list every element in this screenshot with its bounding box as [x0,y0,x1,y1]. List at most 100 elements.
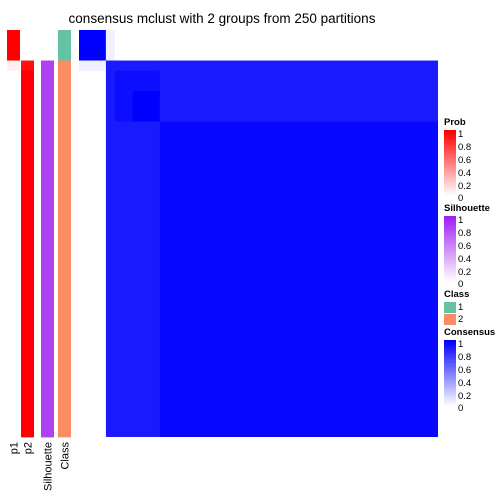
legend-gradient-cell [444,138,456,142]
annotation-cell-silhouette [41,182,54,194]
annotation-cell-silhouette [41,223,54,234]
legend-gradient-cell [444,183,456,187]
legend-gradient-cell [444,364,456,368]
annotation-cell-p2 [21,141,34,153]
annotation-cell-silhouette [41,213,54,224]
legend-title-class: Class [444,289,469,300]
annotation-cell-class [58,152,71,163]
legend-gradient-cell [444,256,456,259]
annotation-cell-p1 [7,304,20,316]
legend-gradient-cell [444,174,456,178]
annotation-cell-p1 [7,284,20,295]
annotation-cell-p2 [21,284,34,295]
legend-swatch-class-2 [444,314,456,325]
legend-gradient-cell [444,170,456,173]
legend-gradient-cell [444,348,456,352]
legend-gradient-cell [444,236,456,239]
annotation-cell-silhouette [41,101,54,112]
annotation-cell-p2 [21,70,34,82]
annotation-cell-silhouette [41,30,54,41]
annotation-cell-p1 [7,213,20,224]
annotation-cell-p1 [7,182,20,194]
annotation-cell-silhouette [41,416,54,428]
annotation-cell-class [58,365,71,377]
annotation-cell-p1 [7,91,20,102]
legend-gradient-cell [444,172,456,175]
annotation-cell-silhouette [41,40,54,51]
annotation-cell-p1 [7,294,20,306]
annotation-label-silhouette: Silhouette [43,442,55,491]
legend-tick-label: 0.4 [458,168,471,179]
legend-gradient-cell [444,391,456,394]
legend-tick-label: 0.2 [458,181,471,192]
annotation-cell-silhouette [41,284,54,295]
annotation-cell-p2 [21,314,34,326]
legend-gradient-cell [444,216,456,219]
legend-gradient-cell [444,353,456,356]
annotation-cell-class [58,233,71,245]
legend-gradient-cell [444,167,456,171]
legend-gradient-cell [444,231,456,235]
legend-tick-label: 0.4 [458,254,471,265]
annotation-cell-p2 [21,172,34,184]
annotation-cell-p2 [21,121,34,133]
legend-gradient-cell [444,404,456,408]
legend-tick-label: 0.6 [458,155,471,166]
annotation-cell-p2 [21,192,34,204]
annotation-cell-p1 [7,264,20,275]
legend-tick-label: 0.8 [458,352,471,363]
legend-gradient-cell [444,269,456,273]
annotation-cell-p2 [21,274,34,285]
annotation-cell-class [58,274,71,285]
annotation-cell-p2 [21,355,34,367]
annotation-cell-silhouette [41,426,54,438]
annotation-cell-p2 [21,253,34,265]
annotation-cell-p2 [21,202,34,214]
annotation-cell-silhouette [41,80,54,92]
annotation-cell-p1 [7,223,20,234]
legend-gradient-cell [444,233,456,237]
annotation-cell-silhouette [41,375,54,387]
annotation-cell-p2 [21,152,34,163]
annotation-cell-p2 [21,304,34,316]
annotation-cell-class [58,375,71,387]
chart-title: consensus mclust with 2 groups from 250 … [69,11,376,26]
annotation-cell-p1 [7,345,20,356]
legend-gradient-cell [444,245,456,248]
annotation-cell-p2 [21,80,34,92]
annotation-cell-class [58,70,71,82]
annotation-cell-silhouette [41,202,54,214]
legend-gradient-cell [444,380,456,383]
annotation-cell-p2 [21,233,34,245]
legends: Prob10.80.60.40.20Silhouette10.80.60.40.… [444,117,495,414]
annotation-cell-p1 [7,335,20,346]
legend-tick-label: 2 [458,314,463,325]
annotation-cell-class [58,355,71,367]
legend-gradient-cell [444,377,456,381]
legend-gradient-cell [444,185,456,189]
annotation-cell-p2 [21,60,34,72]
annotation-cell-p2 [21,40,34,51]
annotation-cell-p2 [21,294,34,306]
legend-tick-label: 0 [458,403,463,414]
legend-gradient-cell [444,130,456,133]
consensus-block [105,30,115,61]
annotation-cell-p2 [21,111,34,122]
annotation-cell-p1 [7,243,20,255]
legend-gradient-cell [444,400,456,403]
legend-gradient-cell [444,253,456,257]
annotation-cell-class [58,213,71,224]
annotation-cell-class [58,304,71,316]
legend-tick-label: 1 [458,215,463,226]
annotation-cell-p1 [7,406,20,418]
legend-gradient-cell [444,150,456,153]
annotation-cell-silhouette [41,274,54,285]
annotation-cell-class [58,101,71,112]
legend-gradient-cell [444,134,456,137]
legend-tick-label: 0.6 [458,365,471,376]
annotation-cell-p1 [7,192,20,204]
annotation-cell-class [58,335,71,346]
legend-gradient-cell [444,373,456,377]
annotation-cell-class [58,172,71,184]
legend-gradient-cell [444,271,456,275]
